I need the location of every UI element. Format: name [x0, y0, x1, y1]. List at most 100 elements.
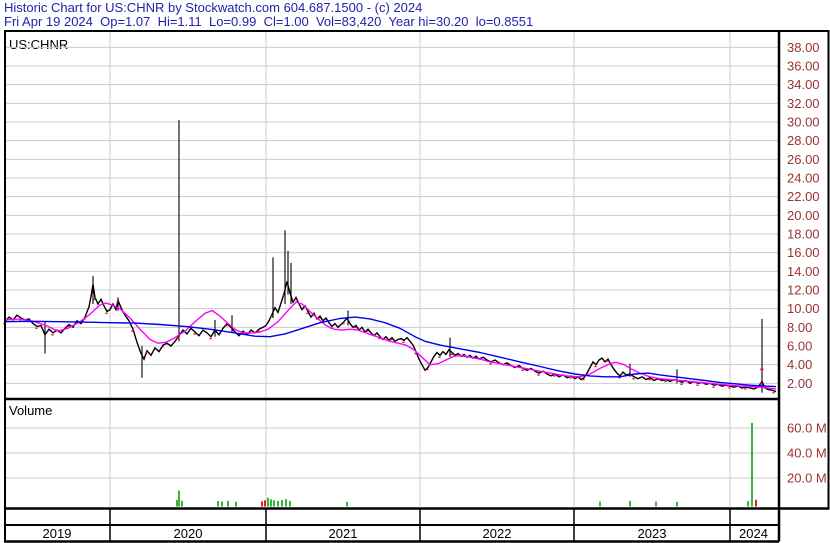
close-tick-mark: [728, 387, 731, 389]
year-label: 2020: [174, 526, 203, 541]
volume-axis-label: 40.0 M: [787, 446, 827, 461]
close-tick-mark: [282, 294, 285, 297]
close-tick-mark: [257, 330, 260, 332]
close-tick-mark: [19, 319, 22, 321]
close-tick-mark: [712, 386, 715, 388]
volume-bar: [751, 423, 753, 507]
moving-average-fast-line: [3, 301, 777, 390]
close-tick-mark: [618, 377, 621, 379]
close-tick-mark: [354, 326, 357, 329]
price-axis-label: 16.00: [787, 245, 820, 260]
price-axis-label: 8.00: [787, 320, 812, 335]
close-tick-mark: [606, 360, 609, 362]
year-label: 2019: [43, 526, 72, 541]
close-tick-mark: [270, 315, 273, 317]
spike-close-mark: [760, 368, 764, 371]
volume-bar: [264, 500, 266, 507]
close-tick-mark: [450, 353, 453, 356]
volume-bar: [676, 501, 678, 507]
quote-summary: Fri Apr 19 2024 Op=1.07 Hi=1.11 Lo=0.99 …: [4, 14, 534, 29]
close-tick-mark: [772, 392, 775, 394]
close-tick-mark: [760, 382, 763, 385]
close-tick-mark: [553, 375, 556, 377]
volume-axis-label: 60.0 M: [787, 421, 827, 436]
volume-bar: [270, 499, 272, 507]
close-tick-mark: [664, 380, 667, 383]
year-label: 2022: [483, 526, 512, 541]
close-tick-mark: [594, 365, 597, 368]
volume-bar: [599, 501, 601, 507]
volume-bar: [181, 500, 183, 507]
close-tick-mark: [35, 327, 38, 330]
price-axis-label: 34.00: [787, 77, 820, 92]
close-tick-mark: [225, 324, 228, 327]
close-tick-mark: [342, 322, 345, 325]
volume-bar: [217, 501, 219, 507]
volume-bar: [655, 501, 657, 507]
price-close-line: [4, 281, 777, 393]
close-tick-mark: [537, 374, 540, 376]
volume-bar: [285, 499, 287, 507]
volume-bar: [176, 499, 178, 507]
price-axis-label: 22.00: [787, 189, 820, 204]
volume-bar: [289, 500, 291, 507]
close-tick-mark: [648, 378, 651, 381]
volume-bar: [346, 501, 348, 507]
chart-title: Historic Chart for US:CHNR by Stockwatch…: [4, 0, 423, 15]
close-tick-mark: [378, 337, 381, 340]
close-tick-mark: [193, 333, 196, 335]
price-axis-label: 32.00: [787, 96, 820, 111]
price-axis-label: 10.00: [787, 301, 820, 316]
close-tick-mark: [93, 298, 96, 301]
close-tick-mark: [632, 378, 635, 380]
volume-bar: [235, 501, 237, 507]
volume-bar: [273, 500, 275, 507]
close-tick-mark: [67, 325, 70, 328]
close-tick-mark: [318, 317, 321, 319]
price-axis-label: 12.00: [787, 283, 820, 298]
close-tick-mark: [744, 388, 747, 390]
price-axis-label: 14.00: [787, 264, 820, 279]
volume-bar: [267, 497, 269, 507]
volume-panel-label: Volume: [9, 403, 53, 418]
close-tick-mark: [105, 312, 108, 315]
symbol-label: US:CHNR: [9, 37, 69, 52]
year-label: 2021: [329, 526, 358, 541]
volume-bar: [747, 501, 749, 507]
close-tick-mark: [209, 337, 212, 340]
moving-average-slow-line: [3, 316, 777, 388]
price-axis-label: 2.00: [787, 376, 812, 391]
close-tick-mark: [177, 336, 180, 339]
price-axis-label: 36.00: [787, 59, 820, 74]
close-tick-mark: [131, 330, 134, 332]
volume-bar: [755, 499, 757, 507]
close-tick-mark: [294, 298, 297, 301]
volume-bar: [629, 500, 631, 507]
close-tick-mark: [696, 384, 699, 386]
price-axis-label: 24.00: [787, 171, 820, 186]
close-tick-mark: [426, 368, 429, 371]
close-tick-mark: [116, 301, 119, 303]
volume-bar: [178, 490, 180, 507]
close-tick-mark: [414, 352, 417, 355]
close-tick-mark: [402, 341, 405, 344]
close-tick-mark: [390, 338, 393, 341]
close-tick-mark: [438, 356, 441, 358]
volume-bar: [227, 500, 229, 507]
close-tick-mark: [51, 334, 54, 336]
volume-bar: [221, 501, 223, 507]
close-tick-mark: [145, 351, 148, 354]
price-axis-label: 18.00: [787, 227, 820, 242]
close-tick-mark: [306, 312, 309, 315]
close-tick-mark: [569, 377, 572, 379]
volume-axis-label: 20.0 M: [787, 471, 827, 486]
close-tick-mark: [489, 363, 492, 365]
price-axis-label: 4.00: [787, 357, 812, 372]
volume-bar: [281, 500, 283, 507]
price-axis-label: 28.00: [787, 133, 820, 148]
volume-bar: [261, 501, 263, 507]
price-axis-label: 30.00: [787, 115, 820, 130]
price-axis-label: 38.00: [787, 40, 820, 55]
year-label: 2024: [739, 526, 768, 541]
